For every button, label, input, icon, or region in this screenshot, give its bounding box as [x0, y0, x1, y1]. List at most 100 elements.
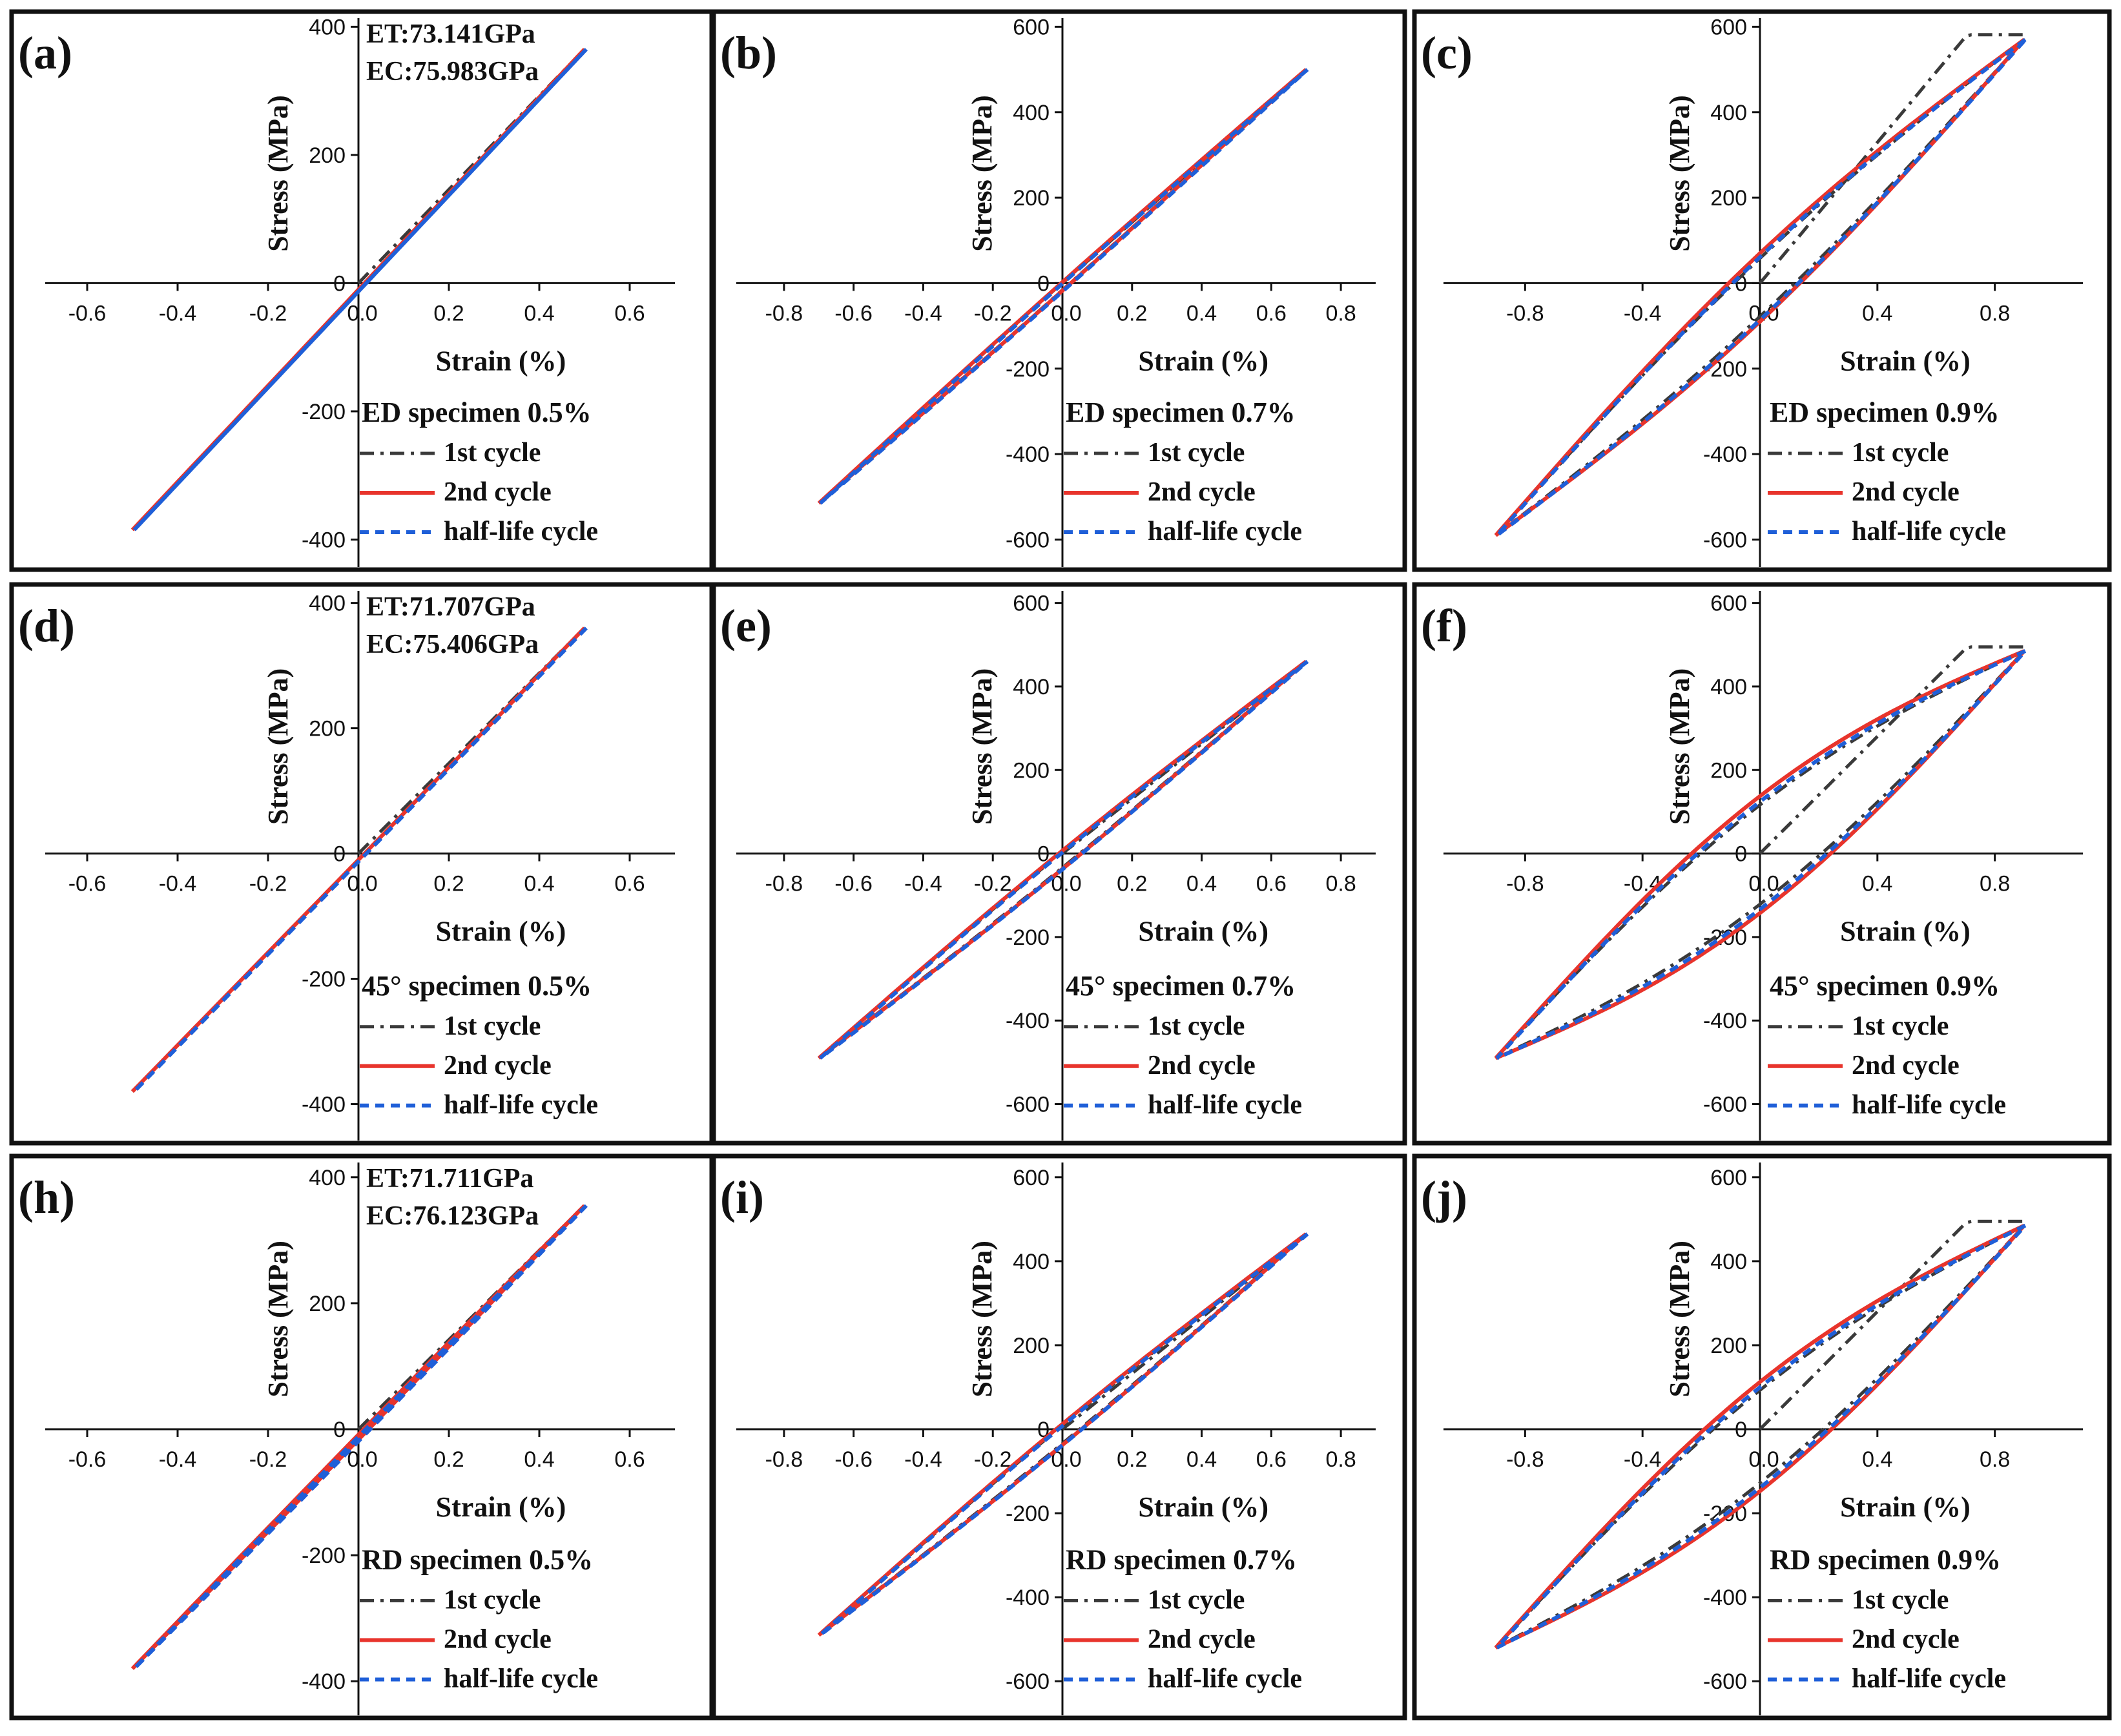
panel-h: -0.6 -0.4 -0.2 0.0 0.2 0.4 0.6 -400 -200 0 200 400 S… [9, 1153, 714, 1720]
legend-entry: 2nd cycle [444, 477, 552, 507]
y-axis-title: Stress (MPa) [966, 95, 998, 251]
y-axis-title: Stress (MPa) [262, 95, 294, 251]
x-tick-label: -0.2 [249, 301, 287, 326]
plot-area [817, 659, 1309, 1060]
legend-entry: 1st cycle [1148, 438, 1245, 468]
y-tick-label: 200 [1710, 186, 1747, 211]
legend-title: RD specimen 0.9% [1770, 1544, 2001, 1575]
series-1st-cycle-initial-loading [1759, 645, 2025, 855]
legend-entry: half-life cycle [1148, 517, 1302, 546]
y-tick-label: 200 [1013, 1334, 1050, 1358]
x-tick-label: 0.6 [1256, 1447, 1287, 1472]
x-tick-label: 0.8 [1325, 301, 1356, 326]
panel-frame [9, 582, 714, 1146]
modulus-text: EC:75.406GPa [366, 630, 539, 659]
legend-entry: 2nd cycle [1148, 1051, 1256, 1080]
x-tick-label: -0.6 [68, 301, 107, 326]
legend-entry: 2nd cycle [1148, 1624, 1256, 1654]
series-2nd-cycle [817, 68, 1308, 505]
panel-label: (f) [1421, 600, 1467, 652]
y-tick-label: -200 [302, 967, 346, 992]
x-tick-label: 0.8 [1325, 1447, 1356, 1472]
x-tick-label: 0.2 [1117, 301, 1147, 326]
x-axis-title: Strain (%) [436, 916, 566, 947]
legend-entry: 1st cycle [444, 1585, 541, 1615]
series-half-life-cycle [1495, 1223, 2027, 1649]
legend-entry: half-life cycle [1148, 1664, 1302, 1693]
y-tick-label: 0 [333, 842, 346, 867]
x-tick-label: 0.6 [1256, 872, 1287, 896]
y-tick-label: -600 [1006, 1669, 1050, 1694]
panel-label: (c) [1421, 27, 1473, 79]
legend-entry: 1st cycle [444, 438, 541, 468]
x-tick-label: 0.8 [1980, 301, 2010, 326]
y-tick-label: 400 [1013, 101, 1050, 125]
y-tick-label: 400 [309, 15, 346, 39]
x-tick-label: -0.2 [974, 301, 1012, 326]
y-tick-label: 200 [309, 143, 346, 168]
x-tick-label: 0.4 [1862, 872, 1892, 896]
series-half-life-cycle [818, 1232, 1309, 1637]
legend-entry: half-life cycle [1148, 1090, 1302, 1120]
panel-frame [711, 1153, 1407, 1720]
y-tick-label: 600 [1013, 15, 1050, 39]
x-tick-label: 0.2 [433, 1447, 464, 1472]
y-tick-label: 200 [309, 717, 346, 741]
x-tick-label: 0.8 [1980, 872, 2010, 896]
panel-label: (d) [18, 600, 75, 652]
panel-frame [1412, 582, 2112, 1146]
x-tick-label: 0.2 [433, 872, 464, 896]
legend-title: 45° specimen 0.7% [1066, 970, 1296, 1002]
legend-entry: 1st cycle [1852, 1585, 1949, 1615]
legend-entry: 1st cycle [1852, 438, 1949, 468]
panel-label: (e) [720, 600, 772, 652]
x-axis-title: Strain (%) [1840, 1491, 1971, 1523]
legend-entry: half-life cycle [444, 517, 598, 546]
y-axis-title: Stress (MPa) [262, 1241, 294, 1397]
panel-b: -0.8 -0.6 -0.4 -0.2 0.0 0.2 0.4 0.6 0.8 -600 -400 -… [711, 9, 1407, 572]
series-1st-cycle-initial-loading [1759, 1219, 2025, 1431]
panel-frame [1412, 9, 2112, 572]
plot-area [130, 48, 588, 532]
legend-title: ED specimen 0.9% [1770, 397, 2000, 428]
x-tick-label: 0.2 [1117, 1447, 1147, 1472]
series-half-life-cycle [818, 659, 1309, 1060]
panel-f: -0.8 -0.4 0.0 0.4 0.8-600-400-2000200400600S… [1412, 582, 2112, 1146]
x-tick-label: -0.8 [1506, 301, 1544, 326]
y-tick-label: 200 [309, 1292, 346, 1316]
series-2nd-cycle [1494, 1223, 2026, 1649]
series-half-life-cycle [1495, 37, 2027, 537]
y-tick-label: 200 [1013, 186, 1050, 211]
modulus-text: EC:75.983GPa [366, 57, 539, 87]
panel-frame [711, 582, 1407, 1146]
x-tick-label: -0.4 [1624, 301, 1662, 326]
x-tick-label: -0.6 [834, 1447, 873, 1472]
legend-entry: half-life cycle [1852, 1090, 2006, 1120]
legend-title: ED specimen 0.5% [362, 397, 592, 428]
x-tick-label: -0.4 [904, 301, 942, 326]
x-tick-label: 0.2 [433, 301, 464, 326]
y-tick-label: -400 [1006, 1586, 1050, 1610]
y-tick-label: 200 [1710, 1334, 1747, 1358]
x-tick-label: -0.4 [159, 301, 197, 326]
plot-area [130, 1204, 588, 1670]
y-tick-label: -600 [1703, 1669, 1747, 1694]
plot-area [1494, 1219, 2027, 1649]
panel-label: (b) [720, 27, 777, 79]
x-tick-label: -0.8 [765, 872, 803, 896]
legend-entry: 2nd cycle [1852, 1051, 1960, 1080]
x-tick-label: -0.2 [974, 1447, 1012, 1472]
x-tick-label: 0.0 [347, 872, 377, 896]
y-tick-label: 0 [1037, 842, 1050, 867]
legend-title: 45° specimen 0.9% [1770, 970, 2000, 1002]
y-tick-label: -200 [1006, 1502, 1050, 1526]
panel-c: -0.8 -0.4 0.0 0.4 0.8-600-400-2000200400600S… [1412, 9, 2112, 572]
y-tick-label: 400 [1710, 1250, 1747, 1274]
x-tick-label: -0.4 [159, 872, 197, 896]
legend-title: RD specimen 0.7% [1066, 1544, 1297, 1575]
y-tick-label: -400 [1703, 1009, 1747, 1033]
plot-area [817, 1232, 1309, 1637]
x-tick-label: -0.6 [834, 872, 873, 896]
y-tick-label: 600 [1013, 1166, 1050, 1190]
